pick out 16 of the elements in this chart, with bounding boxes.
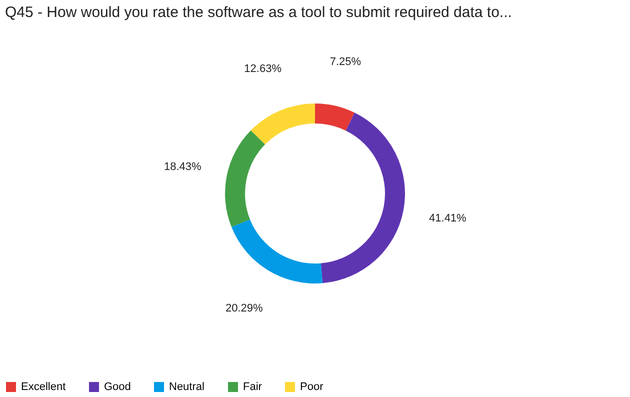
data-label: 7.25%: [330, 56, 362, 68]
legend-label: Poor: [300, 381, 324, 393]
data-label: 20.29%: [225, 302, 263, 314]
donut-slice: [320, 112, 405, 284]
legend-label: Good: [104, 381, 131, 393]
chart-title: Q45 - How would you rate the software as a tool to submit required data to...: [5, 4, 512, 21]
data-label: 41.41%: [429, 212, 467, 224]
donut-slice: [315, 104, 355, 131]
legend-label: Fair: [243, 381, 262, 393]
legend-label: Neutral: [169, 381, 204, 393]
donut-slice: [250, 104, 315, 144]
legend-label: Excellent: [21, 381, 66, 393]
donut-slice: [225, 130, 266, 227]
donut-slice: [231, 220, 323, 284]
data-label: 12.63%: [244, 62, 282, 75]
data-label: 18.43%: [164, 160, 202, 173]
